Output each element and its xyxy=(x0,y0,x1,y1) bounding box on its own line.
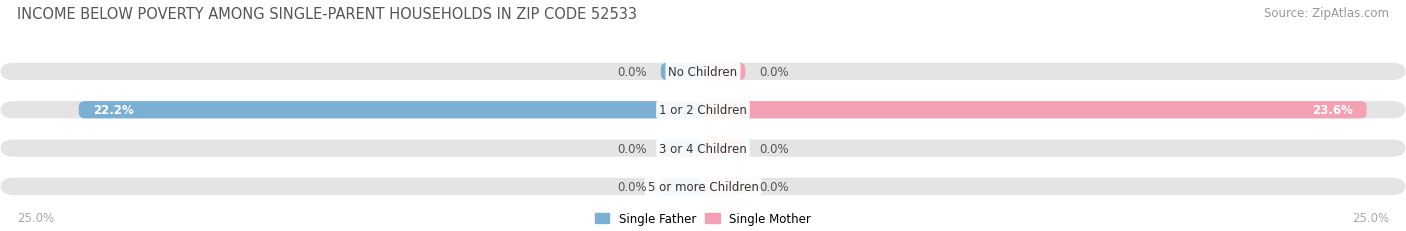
FancyBboxPatch shape xyxy=(661,64,703,81)
FancyBboxPatch shape xyxy=(79,102,703,119)
Text: 3 or 4 Children: 3 or 4 Children xyxy=(659,142,747,155)
FancyBboxPatch shape xyxy=(0,140,1406,157)
FancyBboxPatch shape xyxy=(703,64,745,81)
Text: No Children: No Children xyxy=(668,66,738,79)
Text: INCOME BELOW POVERTY AMONG SINGLE-PARENT HOUSEHOLDS IN ZIP CODE 52533: INCOME BELOW POVERTY AMONG SINGLE-PARENT… xyxy=(17,7,637,22)
Text: 5 or more Children: 5 or more Children xyxy=(648,180,758,193)
Text: 0.0%: 0.0% xyxy=(759,66,789,79)
Text: 1 or 2 Children: 1 or 2 Children xyxy=(659,104,747,117)
Text: 25.0%: 25.0% xyxy=(1353,211,1389,224)
Text: 0.0%: 0.0% xyxy=(759,142,789,155)
FancyBboxPatch shape xyxy=(703,140,745,157)
FancyBboxPatch shape xyxy=(0,64,1406,81)
FancyBboxPatch shape xyxy=(703,178,745,195)
Text: 23.6%: 23.6% xyxy=(1312,104,1353,117)
Legend: Single Father, Single Mother: Single Father, Single Mother xyxy=(595,212,811,225)
Text: 22.2%: 22.2% xyxy=(93,104,134,117)
Text: 0.0%: 0.0% xyxy=(617,180,647,193)
FancyBboxPatch shape xyxy=(0,178,1406,195)
Text: Source: ZipAtlas.com: Source: ZipAtlas.com xyxy=(1264,7,1389,20)
Text: 0.0%: 0.0% xyxy=(759,180,789,193)
FancyBboxPatch shape xyxy=(661,140,703,157)
Text: 0.0%: 0.0% xyxy=(617,66,647,79)
Text: 0.0%: 0.0% xyxy=(617,142,647,155)
FancyBboxPatch shape xyxy=(661,178,703,195)
Text: 25.0%: 25.0% xyxy=(17,211,53,224)
FancyBboxPatch shape xyxy=(703,102,1367,119)
FancyBboxPatch shape xyxy=(0,102,1406,119)
